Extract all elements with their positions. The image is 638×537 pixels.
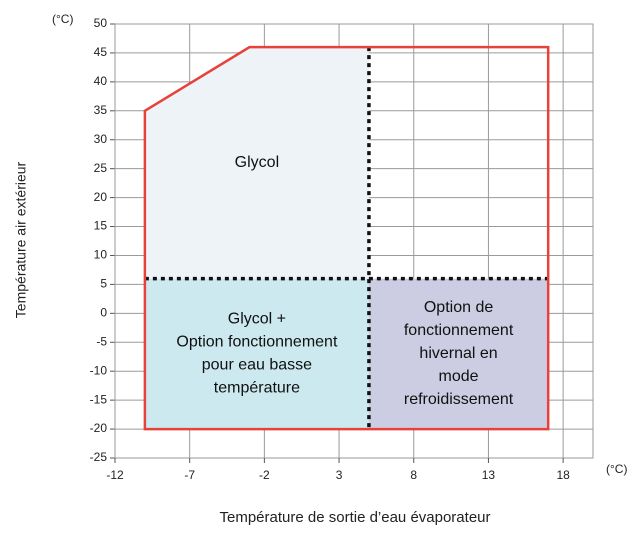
region-label: pour eau basse bbox=[202, 357, 312, 374]
region-label: refroidissement bbox=[404, 391, 514, 408]
y-tick-label: 20 bbox=[94, 190, 108, 204]
y-tick-label: -15 bbox=[90, 392, 108, 406]
region-label: Option fonctionnement bbox=[176, 334, 338, 351]
y-tick-label: 25 bbox=[94, 161, 108, 175]
region-label: Glycol + bbox=[228, 311, 286, 328]
y-tick-label: 40 bbox=[94, 74, 108, 88]
region-label: Glycol bbox=[235, 154, 279, 171]
region-label: température bbox=[214, 380, 300, 397]
y-tick-label: 5 bbox=[100, 277, 107, 291]
x-tick-label: 8 bbox=[410, 468, 417, 482]
y-tick-label: -5 bbox=[96, 334, 107, 348]
y-tick-label: 35 bbox=[94, 103, 108, 117]
region bbox=[144, 47, 369, 279]
region bbox=[368, 278, 549, 430]
y-tick-label: 10 bbox=[94, 248, 108, 262]
y-tick-label: -10 bbox=[90, 363, 108, 377]
region-label: mode bbox=[439, 368, 479, 385]
region-label: hivernal en bbox=[419, 345, 497, 362]
y-axis-title: Température air extérieur bbox=[13, 161, 29, 318]
y-tick-label: 30 bbox=[94, 132, 108, 146]
y-unit: (°C) bbox=[52, 12, 73, 26]
y-tick-label: 0 bbox=[100, 306, 107, 320]
x-axis-title: Température de sortie d’eau évaporateur bbox=[220, 509, 491, 526]
x-tick-label: 13 bbox=[482, 468, 496, 482]
x-tick-label: 3 bbox=[336, 468, 343, 482]
region-label: Option de bbox=[424, 299, 493, 316]
x-tick-label: -2 bbox=[259, 468, 270, 482]
y-tick-label: -25 bbox=[90, 450, 108, 464]
y-tick-label: 45 bbox=[94, 45, 108, 59]
envelope bbox=[143, 45, 550, 431]
y-tick-label: 15 bbox=[94, 219, 108, 233]
y-tick-label: -20 bbox=[90, 421, 108, 435]
x-unit: (°C) bbox=[606, 462, 627, 476]
region-label: fonctionnement bbox=[404, 322, 514, 339]
x-tick-label: -7 bbox=[184, 468, 195, 482]
x-tick-label: 18 bbox=[556, 468, 570, 482]
x-tick-label: -12 bbox=[106, 468, 124, 482]
y-tick-label: 50 bbox=[94, 16, 108, 30]
region bbox=[144, 278, 369, 430]
